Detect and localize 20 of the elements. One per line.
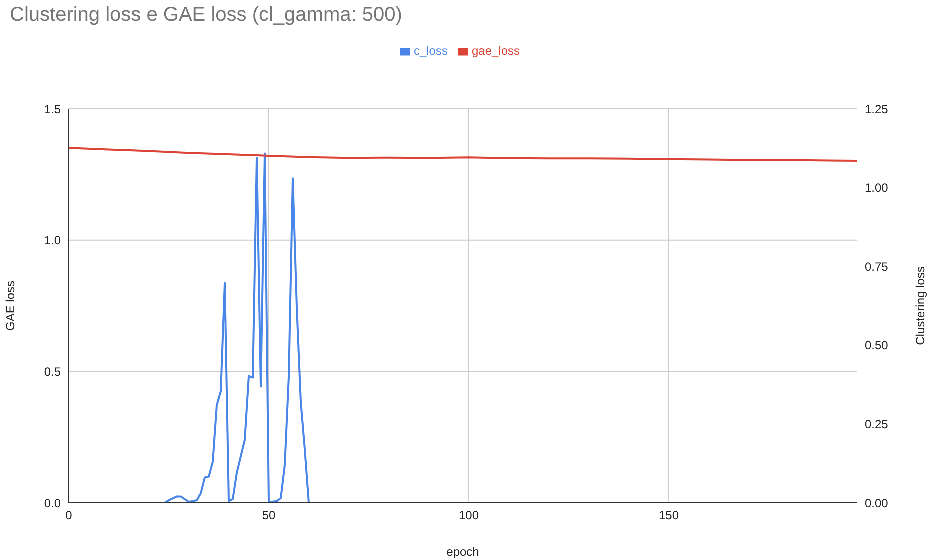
y2-tick-label: 0.25 <box>865 417 889 432</box>
y2-tick-label: 1.00 <box>865 181 889 196</box>
y2-tick-label: 0.50 <box>865 338 889 353</box>
x-tick-label: 50 <box>262 508 276 523</box>
x-tick-label: 150 <box>658 508 680 523</box>
y-tick-label: 1.5 <box>44 102 62 116</box>
y2-tick-label: 0.00 <box>865 496 889 510</box>
y2-axis-title: Clustering loss <box>913 266 928 346</box>
y-tick-label: 0.5 <box>44 364 62 379</box>
y2-tick-label: 1.25 <box>865 102 889 116</box>
x-tick-label: 0 <box>66 508 73 523</box>
line-series <box>69 147 857 162</box>
legend-label: c_loss <box>414 44 448 58</box>
x-tick-label: 100 <box>458 508 480 523</box>
y-axis-title: GAE loss <box>3 280 18 332</box>
y2-tick-label: 0.75 <box>865 260 889 274</box>
chart-title: Clustering loss e GAE loss (cl_gamma: 500) <box>10 4 402 27</box>
y-tick-label: 0.0 <box>44 496 62 510</box>
y-tick-label: 1.0 <box>44 234 62 248</box>
legend-label: gae_loss <box>472 44 520 58</box>
